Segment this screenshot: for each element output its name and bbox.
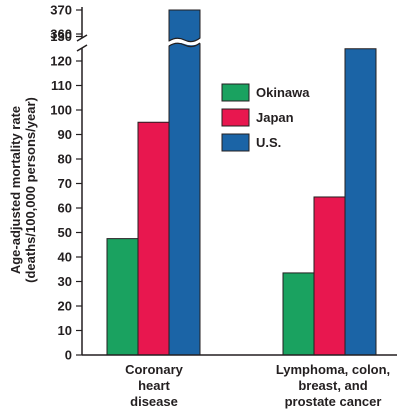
y-tick-label: 60 [58,201,72,216]
y-tick-label: 10 [58,323,72,338]
x-category-label-line: Coronary [125,362,184,377]
y-tick-label: 70 [58,176,72,191]
axes-group [76,7,397,356]
bar-okinawa-1 [282,272,315,356]
x-category-label-line: breast, and [298,378,367,393]
x-category-label-line: heart [138,378,170,393]
y-tick-label: 0 [65,348,72,363]
y-axis-break-mark [76,34,88,42]
legend-label: Japan [256,110,294,125]
bar-break-line [168,37,201,43]
y-axis-title-line: (deaths/100,000 persons/year) [23,97,38,283]
y-tick-label: 120 [50,54,72,69]
bar-break-gap [168,38,201,46]
bars-group [106,9,377,356]
x-category-label-line: prostate cancer [285,394,382,409]
legend-swatch [221,83,250,102]
y-axis-title: Age-adjusted mortality rate (deaths/100,0… [8,97,38,283]
bar-break-line [168,42,201,48]
legend: Okinawa Japan U.S. [221,83,310,152]
legend-label: Okinawa [256,85,310,100]
x-category-label-line: Lymphoma, colon, [276,362,390,377]
y-tick-label: 130 [50,29,72,44]
y-tick-label: 110 [51,78,72,93]
bar-us-1 [344,48,377,356]
legend-label: U.S. [256,135,281,150]
y-axis-title-line: Age-adjusted mortality rate [8,106,23,274]
y-axis-break-mark [76,44,88,52]
y-tick-label: 30 [58,274,72,289]
y-tick-label: 50 [58,225,72,240]
y-tick-label: 100 [50,103,72,118]
y-tick-label: 20 [58,299,72,314]
bar-japan-0 [137,121,170,356]
y-tick-label: 90 [58,127,72,142]
legend-swatch [221,133,250,152]
y-tick-label: 370 [50,3,72,18]
bar-us-0 [168,9,201,356]
y-tick-label: 40 [58,250,72,265]
bar-japan-1 [313,196,346,356]
x-category-label-line: disease [130,394,178,409]
bar-okinawa-0 [106,238,139,356]
y-tick-label: 360 [50,27,72,42]
legend-swatch [221,108,250,127]
y-tick-label: 80 [58,152,72,167]
